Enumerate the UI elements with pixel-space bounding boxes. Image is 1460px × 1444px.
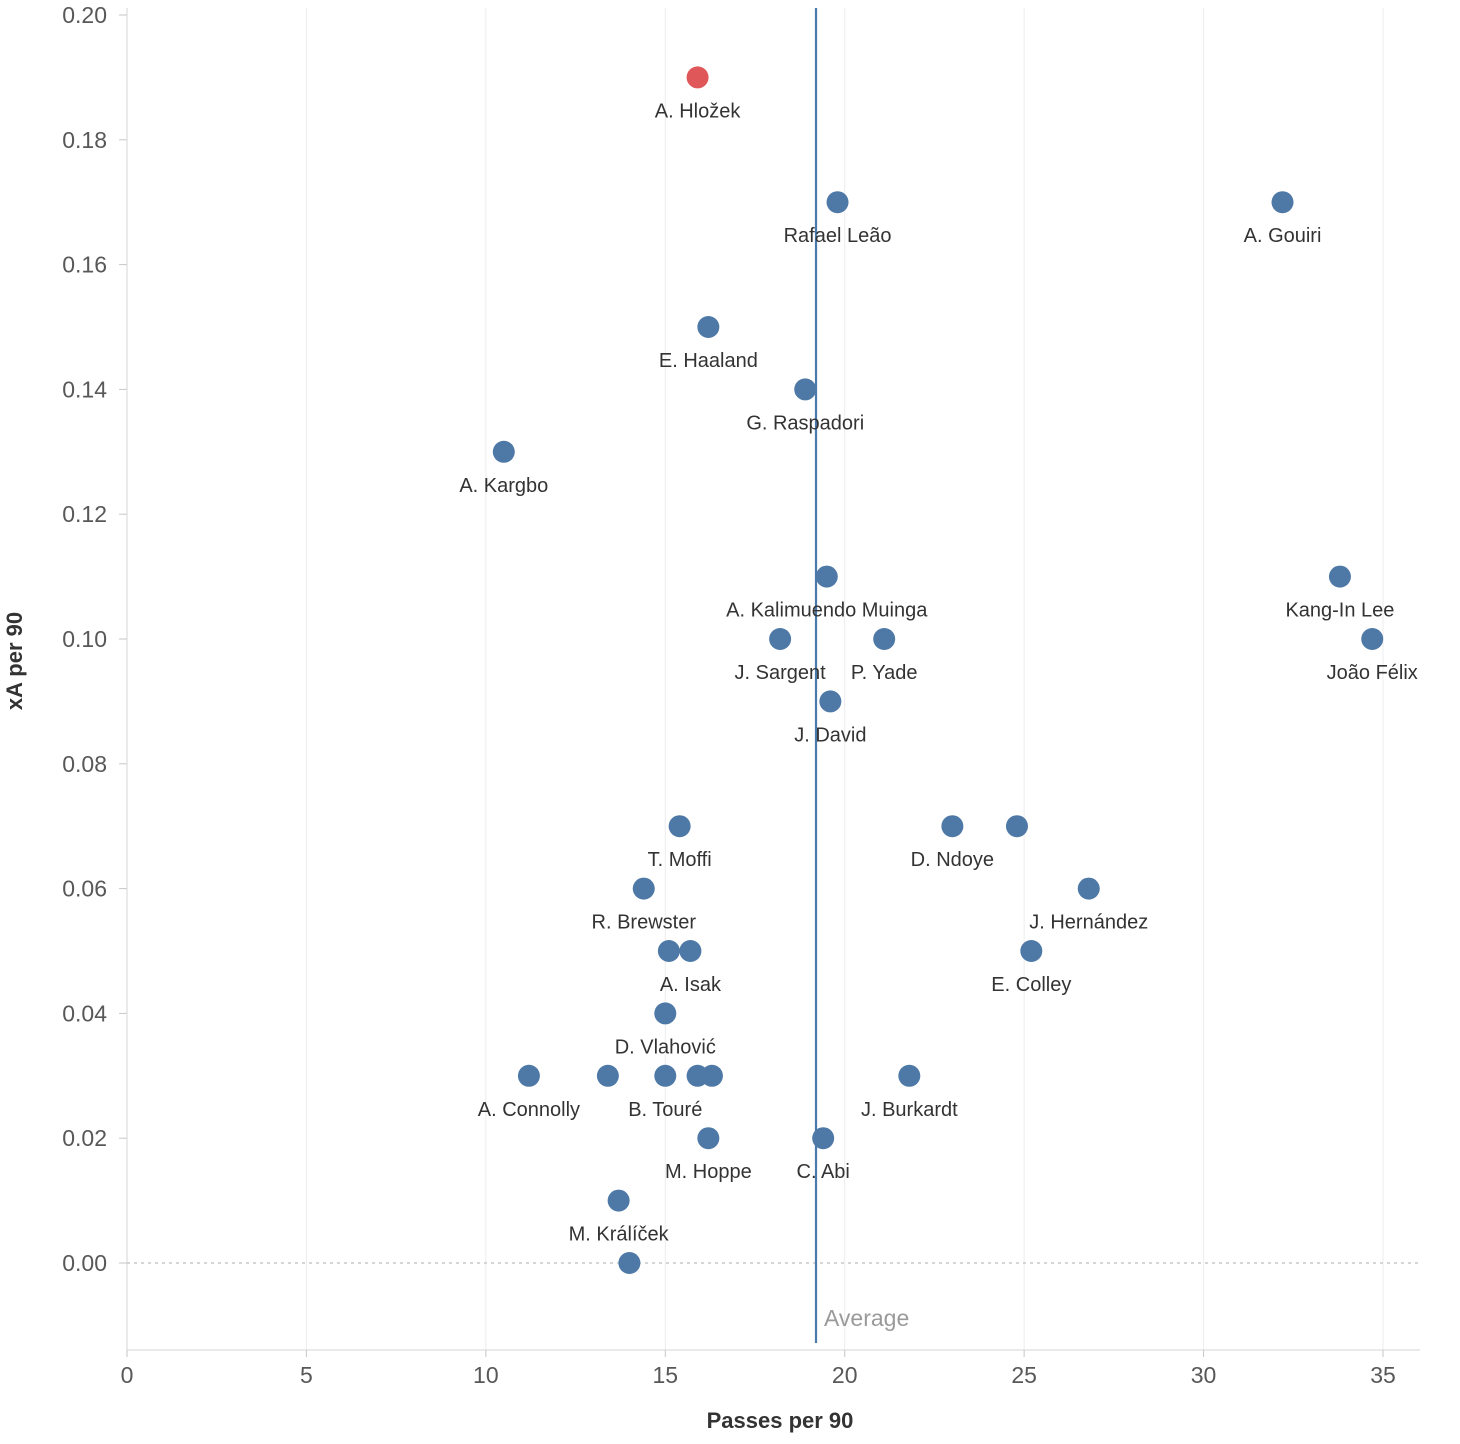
data-point[interactable] — [873, 628, 896, 650]
y-axis-title: xA per 90 — [2, 612, 27, 710]
point-label: P. Yade — [851, 662, 918, 684]
x-tick-label: 15 — [652, 1362, 678, 1388]
data-point[interactable] — [1077, 877, 1100, 900]
data-point[interactable] — [679, 940, 702, 962]
point-label: A. Connolly — [478, 1099, 580, 1121]
point-label: J. Hernández — [1029, 912, 1148, 934]
data-point[interactable] — [1361, 628, 1384, 650]
x-tick-label: 20 — [832, 1362, 858, 1388]
data-point[interactable] — [492, 440, 515, 463]
x-tick-label: 10 — [473, 1362, 499, 1388]
point-label: A. Isak — [660, 974, 722, 996]
data-point[interactable] — [697, 316, 720, 338]
data-point[interactable] — [618, 1252, 641, 1274]
point-label: A. Gouiri — [1244, 225, 1322, 247]
point-label: B. Touré — [628, 1099, 702, 1121]
y-tick-label: 0.00 — [62, 1250, 107, 1276]
y-tick-label: 0.12 — [62, 501, 107, 527]
y-tick-label: 0.06 — [62, 876, 107, 902]
point-label: J. Sargent — [735, 662, 827, 684]
y-tick-label: 0.18 — [62, 127, 107, 153]
data-point[interactable] — [819, 690, 842, 713]
point-label: João Félix — [1327, 662, 1418, 684]
data-point[interactable] — [794, 378, 817, 401]
y-tick-label: 0.14 — [62, 376, 107, 402]
x-axis-title: Passes per 90 — [707, 1408, 854, 1433]
point-label: D. Vlahović — [615, 1036, 716, 1058]
x-tick-label: 35 — [1370, 1362, 1396, 1388]
point-label: R. Brewster — [592, 912, 697, 934]
point-label: T. Moffi — [648, 849, 712, 871]
average-line-label: Average — [824, 1305, 909, 1331]
y-tick-label: 0.04 — [62, 1000, 107, 1026]
data-point[interactable] — [1005, 815, 1028, 838]
data-point[interactable] — [517, 1064, 540, 1087]
data-point[interactable] — [668, 815, 691, 838]
point-label: M. Králíček — [569, 1224, 670, 1246]
x-tick-label: 0 — [121, 1362, 134, 1388]
data-point[interactable] — [898, 1064, 921, 1087]
data-point[interactable] — [1271, 191, 1294, 214]
point-label: A. Kalimuendo Muinga — [726, 600, 928, 622]
point-label: A. Kargbo — [459, 475, 548, 497]
y-tick-label: 0.20 — [62, 2, 107, 28]
y-tick-label: 0.10 — [62, 626, 107, 652]
data-point-highlighted[interactable] — [686, 66, 709, 89]
y-tick-label: 0.08 — [62, 751, 107, 777]
data-point[interactable] — [700, 1064, 723, 1087]
data-point[interactable] — [769, 628, 792, 650]
data-point[interactable] — [812, 1127, 835, 1150]
data-point[interactable] — [596, 1064, 619, 1087]
point-label: Kang-In Lee — [1285, 600, 1394, 622]
data-point[interactable] — [697, 1127, 720, 1150]
x-tick-label: 30 — [1191, 1362, 1217, 1388]
point-label: M. Hoppe — [665, 1161, 752, 1183]
data-point[interactable] — [1328, 565, 1351, 588]
x-tick-label: 5 — [300, 1362, 313, 1388]
point-label: D. Ndoye — [911, 849, 994, 871]
data-point[interactable] — [941, 815, 964, 838]
data-point[interactable] — [632, 877, 655, 900]
point-label: G. Raspadori — [746, 412, 864, 434]
y-tick-label: 0.16 — [62, 252, 107, 278]
data-point[interactable] — [815, 565, 838, 588]
point-label: C. Abi — [797, 1161, 850, 1183]
x-tick-label: 25 — [1011, 1362, 1037, 1388]
data-point[interactable] — [654, 1064, 677, 1087]
data-point[interactable] — [1020, 940, 1043, 962]
point-label: E. Colley — [991, 974, 1071, 996]
point-label: J. David — [794, 724, 866, 746]
point-label: Rafael Leão — [784, 225, 892, 247]
data-point[interactable] — [657, 940, 680, 962]
data-point[interactable] — [607, 1189, 630, 1212]
point-label: J. Burkardt — [861, 1099, 958, 1121]
point-label: A. Hložek — [655, 100, 742, 122]
data-point[interactable] — [654, 1002, 677, 1025]
y-tick-label: 0.02 — [62, 1125, 107, 1151]
data-point[interactable] — [826, 191, 849, 214]
point-label: E. Haaland — [659, 350, 758, 372]
